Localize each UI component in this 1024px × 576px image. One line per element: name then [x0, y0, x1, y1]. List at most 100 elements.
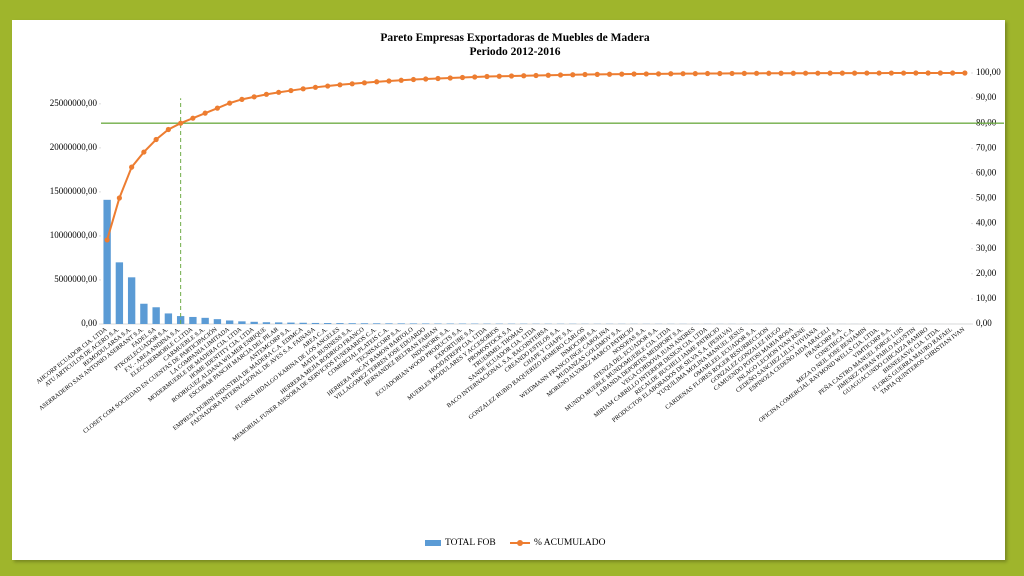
y2-tick-label: 20,00 — [976, 268, 997, 278]
bar — [336, 323, 344, 324]
cumulative-point — [729, 70, 735, 77]
bar — [238, 321, 246, 324]
bar — [348, 323, 356, 324]
cumulative-point — [717, 70, 723, 77]
cumulative-point — [153, 136, 159, 143]
cumulative-point — [827, 70, 833, 76]
cumulative-point — [557, 72, 564, 78]
cumulative-point — [288, 87, 294, 94]
cumulative-point — [508, 73, 515, 79]
y2-tick-label: 80,00 — [976, 117, 997, 127]
bar — [422, 323, 430, 324]
cumulative-point — [643, 71, 649, 77]
bar — [275, 322, 283, 324]
cumulative-point — [778, 70, 784, 76]
y2-tick-label: 30,00 — [976, 243, 997, 253]
cumulative-point — [704, 70, 711, 77]
cumulative-point — [104, 237, 110, 243]
cumulative-point — [864, 70, 870, 76]
y2-tick-label: 100,00 — [976, 67, 1001, 77]
slide-card — [12, 20, 1005, 560]
cumulative-point — [251, 94, 257, 100]
cumulative-point — [962, 70, 968, 76]
y2-tick-label: 50,00 — [976, 193, 997, 203]
cumulative-point — [692, 71, 698, 77]
cumulative-point — [925, 70, 931, 76]
bar — [115, 262, 124, 324]
cumulative-point — [582, 71, 588, 78]
bar — [360, 323, 369, 324]
bar — [127, 277, 136, 324]
cumulative-point — [901, 70, 907, 76]
cumulative-point — [141, 149, 147, 155]
cumulative-point — [178, 120, 184, 126]
cumulative-point — [165, 126, 171, 133]
cumulative-point — [337, 82, 343, 88]
cumulative-line — [106, 72, 965, 241]
y2-tick-label: 90,00 — [976, 92, 997, 102]
cumulative-point — [766, 70, 772, 76]
y-tick-label: 25000000,00 — [50, 98, 98, 108]
cumulative-point — [619, 71, 625, 77]
cumulative-point — [374, 79, 380, 85]
cumulative-point — [214, 105, 221, 111]
cumulative-point — [386, 78, 392, 84]
bar — [140, 303, 148, 324]
cumulative-point — [570, 72, 576, 78]
cumulative-point — [606, 71, 613, 77]
bar — [103, 199, 111, 324]
cumulative-point — [459, 74, 466, 81]
cumulative-point — [410, 76, 417, 83]
cumulative-point — [937, 70, 943, 76]
cumulative-point — [594, 71, 600, 77]
cumulative-point — [815, 70, 821, 76]
chart-title: Pareto Empresas Exportadoras de Muebles … — [380, 32, 649, 44]
cumulative-point — [631, 71, 637, 77]
cumulative-point — [472, 74, 478, 80]
bar — [152, 307, 160, 324]
cumulative-point — [116, 195, 122, 201]
cumulative-point — [496, 73, 502, 79]
cumulative-point — [361, 80, 368, 86]
y-tick-label: 20000000,00 — [50, 142, 98, 152]
cumulative-point — [300, 86, 306, 92]
legend-label: TOTAL FOB — [445, 538, 496, 548]
bar — [250, 321, 258, 324]
cumulative-point — [802, 70, 809, 76]
cumulative-point — [435, 75, 441, 82]
bar — [189, 316, 197, 324]
cumulative-point — [741, 70, 747, 76]
y2-tick-label: 70,00 — [976, 142, 997, 152]
cumulative-point — [227, 100, 233, 106]
cumulative-point — [398, 77, 404, 83]
cumulative-point — [950, 70, 956, 76]
bar — [164, 313, 173, 324]
cumulative-point — [349, 81, 355, 87]
cumulative-point — [545, 72, 551, 78]
y2-tick-label: 10,00 — [976, 293, 997, 303]
legend-swatch — [425, 540, 441, 546]
cumulative-point — [521, 73, 527, 79]
cumulative-point — [790, 70, 796, 76]
cumulative-point — [190, 115, 196, 121]
cumulative-point — [325, 83, 331, 89]
cumulative-point — [680, 71, 686, 77]
cumulative-point — [312, 84, 319, 90]
cumulative-point — [276, 89, 282, 95]
bar — [385, 323, 393, 324]
cumulative-point — [202, 110, 208, 116]
y-tick-label: 15000000,00 — [50, 186, 98, 196]
cumulative-point — [263, 91, 270, 97]
cumulative-point — [753, 70, 760, 76]
cumulative-point — [876, 70, 882, 76]
bar — [262, 322, 271, 324]
y-tick-label: 0,00 — [81, 318, 97, 328]
chart-subtitle: Periodo 2012-2016 — [469, 46, 560, 58]
bar — [311, 322, 320, 324]
cumulative-point — [888, 70, 894, 76]
legend-label: % ACUMULADO — [534, 538, 606, 548]
bar — [324, 323, 332, 324]
cumulative-point — [913, 70, 919, 76]
